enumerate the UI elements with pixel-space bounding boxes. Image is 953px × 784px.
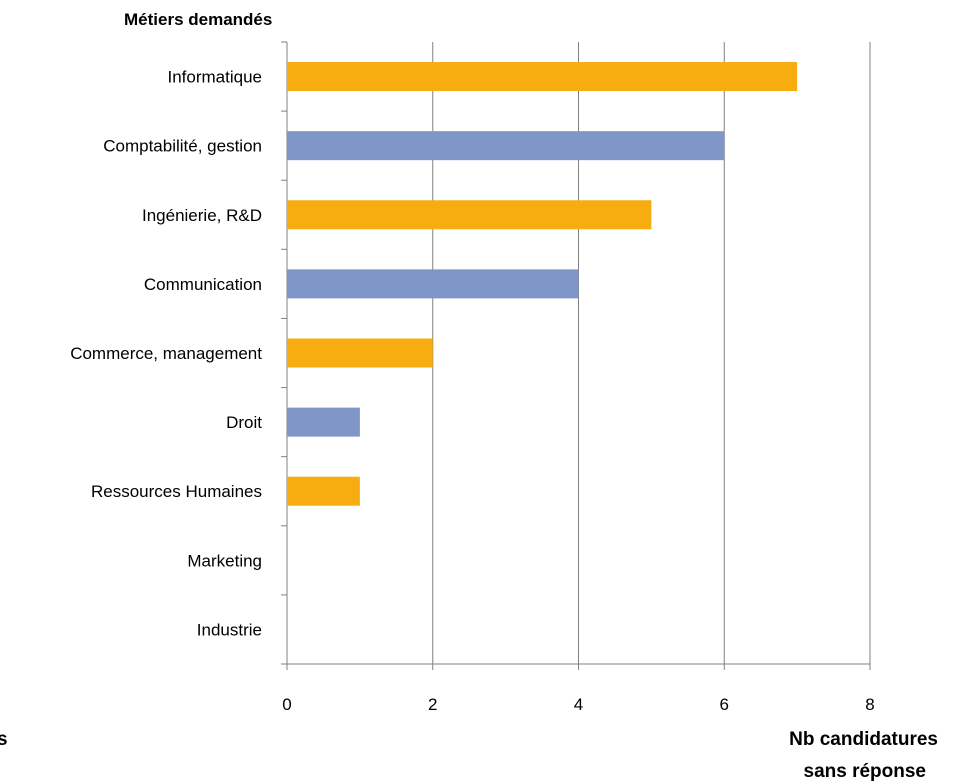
category-label-5: Commerce, management bbox=[70, 344, 262, 363]
x-axis-title-line-1: Nb candidatures bbox=[789, 729, 938, 750]
bar-6 bbox=[287, 407, 360, 437]
category-label-3: Ingénierie, R&D bbox=[142, 206, 262, 225]
bar-2 bbox=[287, 131, 725, 161]
bars bbox=[287, 62, 798, 506]
x-tick-label-6: 6 bbox=[720, 695, 729, 714]
x-tick-label-4: 4 bbox=[574, 695, 583, 714]
category-label-6: Droit bbox=[226, 413, 262, 432]
bar-1 bbox=[287, 62, 798, 92]
x-tick-label-0: 0 bbox=[282, 695, 291, 714]
category-label-4: Communication bbox=[144, 275, 262, 294]
x-tick-label-2: 2 bbox=[428, 695, 437, 714]
clipped-axis-title-fragment: s bbox=[0, 729, 8, 750]
bar-5 bbox=[287, 338, 433, 368]
category-labels: Informatique Comptabilité, gestion Ingénie… bbox=[70, 68, 262, 640]
category-label-1: Informatique bbox=[168, 68, 263, 87]
x-tick-labels: 0 2 4 6 8 bbox=[282, 695, 874, 714]
y-axis-title: Métiers demandés bbox=[124, 10, 272, 29]
x-tick-label-8: 8 bbox=[865, 695, 874, 714]
category-label-8: Marketing bbox=[187, 551, 262, 570]
category-label-7: Ressources Humaines bbox=[91, 482, 262, 501]
bar-4 bbox=[287, 269, 579, 299]
bar-3 bbox=[287, 200, 652, 230]
x-axis-title-line-2: sans réponse bbox=[804, 761, 927, 782]
category-label-9: Industrie bbox=[197, 620, 262, 639]
bar-7 bbox=[287, 476, 360, 506]
category-label-2: Comptabilité, gestion bbox=[103, 137, 262, 156]
